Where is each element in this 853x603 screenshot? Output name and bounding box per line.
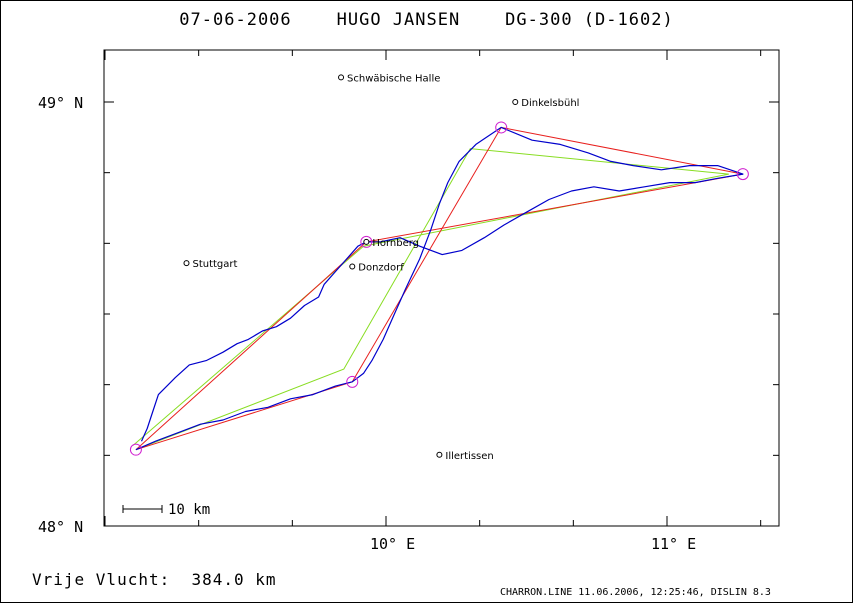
turnpoint-circle xyxy=(360,235,373,248)
city-label: Dinkelsbühl xyxy=(521,98,579,109)
cities: Schwäbische Halle Dinkelsbühl Stuttgart Hor… xyxy=(183,73,579,462)
city-label: Schwäbische Halle xyxy=(347,73,440,84)
lon-tick-label: 11° E xyxy=(651,535,696,553)
distance-value: 384.0 km xyxy=(191,570,277,589)
city-marker-icon xyxy=(363,238,370,245)
city-marker-icon xyxy=(183,260,190,267)
lon-tick-label: 10° E xyxy=(370,535,415,553)
city-marker-icon xyxy=(349,263,356,270)
turnpoint-circle xyxy=(346,375,359,388)
flight-track-line xyxy=(135,126,744,451)
city-label: Illertissen xyxy=(445,451,493,462)
glider-name: DG-300 (D-1602) xyxy=(505,10,674,30)
flight-title: 07-06-2006 HUGO JANSEN DG-300 (D-1602) xyxy=(0,10,853,30)
map-border xyxy=(103,49,780,527)
turnpoints xyxy=(129,121,749,456)
city-label: Donzdorf xyxy=(358,263,404,274)
flight-date: 07-06-2006 xyxy=(179,10,292,30)
scale-bar: 10 km xyxy=(122,502,210,518)
task-route-line xyxy=(135,126,743,451)
axis-ticks xyxy=(104,50,779,527)
city-marker-icon xyxy=(338,74,345,81)
optimized-route-line xyxy=(132,148,729,451)
city-marker-icon xyxy=(512,99,519,105)
scale-bar-label: 10 km xyxy=(168,502,210,518)
turnpoint-circle xyxy=(495,121,508,134)
city-label: Stuttgart xyxy=(192,259,237,270)
lat-tick-label: 48° N xyxy=(38,518,83,536)
turnpoint-circle xyxy=(736,168,749,181)
routes xyxy=(132,126,743,451)
city-marker-icon xyxy=(436,451,443,458)
lat-tick-label: 49° N xyxy=(38,94,83,112)
distance-label: Vrije Vlucht: xyxy=(32,570,171,589)
distance-summary: Vrije Vlucht: 384.0 km xyxy=(32,570,277,589)
turnpoint-circle xyxy=(129,443,142,456)
pilot-name: HUGO JANSEN xyxy=(336,10,461,30)
city-label: Hornberg xyxy=(372,238,419,249)
flight-track xyxy=(135,126,744,451)
axis-labels: 49° N 48° N 10° E 11° E xyxy=(38,94,696,553)
software-credit: CHARRON.LINE 11.06.2006, 12:25:46, DISLI… xyxy=(500,587,771,598)
